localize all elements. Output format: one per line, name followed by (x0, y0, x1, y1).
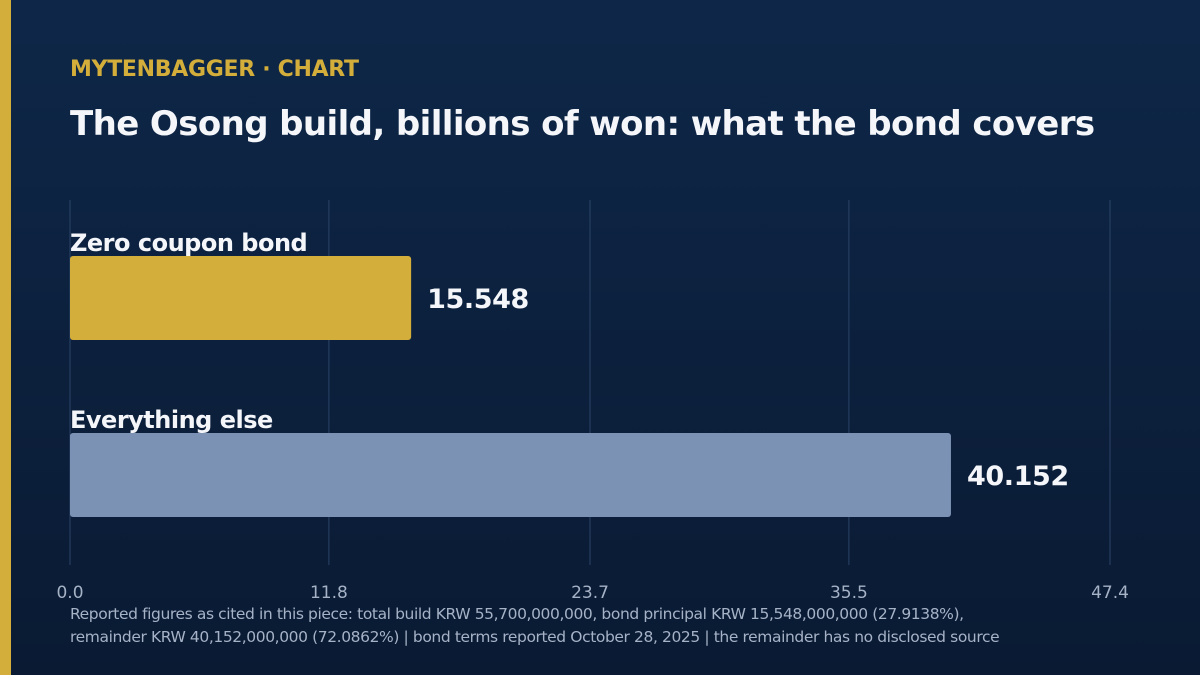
chart-kicker: MYTENBAGGER · CHART (70, 57, 359, 82)
footnote-line-1: Reported figures as cited in this piece:… (70, 605, 964, 623)
x-tick-label: 0.0 (56, 583, 83, 603)
bar (70, 433, 951, 517)
footnote-line-2: remainder KRW 40,152,000,000 (72.0862%) … (70, 628, 1000, 646)
x-tick-label: 11.8 (310, 583, 348, 603)
data-label: 40.152 (967, 461, 1069, 492)
category-label: Zero coupon bond (70, 229, 307, 257)
footnote: Reported figures as cited in this piece:… (70, 603, 1170, 649)
chart-title: The Osong build, billions of won: what t… (70, 104, 1095, 144)
x-tick-label: 35.5 (830, 583, 868, 603)
category-label: Everything else (70, 406, 273, 434)
accent-stripe (0, 0, 11, 675)
x-tick-label: 47.4 (1091, 583, 1129, 603)
data-label: 15.548 (427, 284, 529, 315)
x-tick-label: 23.7 (571, 583, 609, 603)
bar (70, 256, 412, 340)
